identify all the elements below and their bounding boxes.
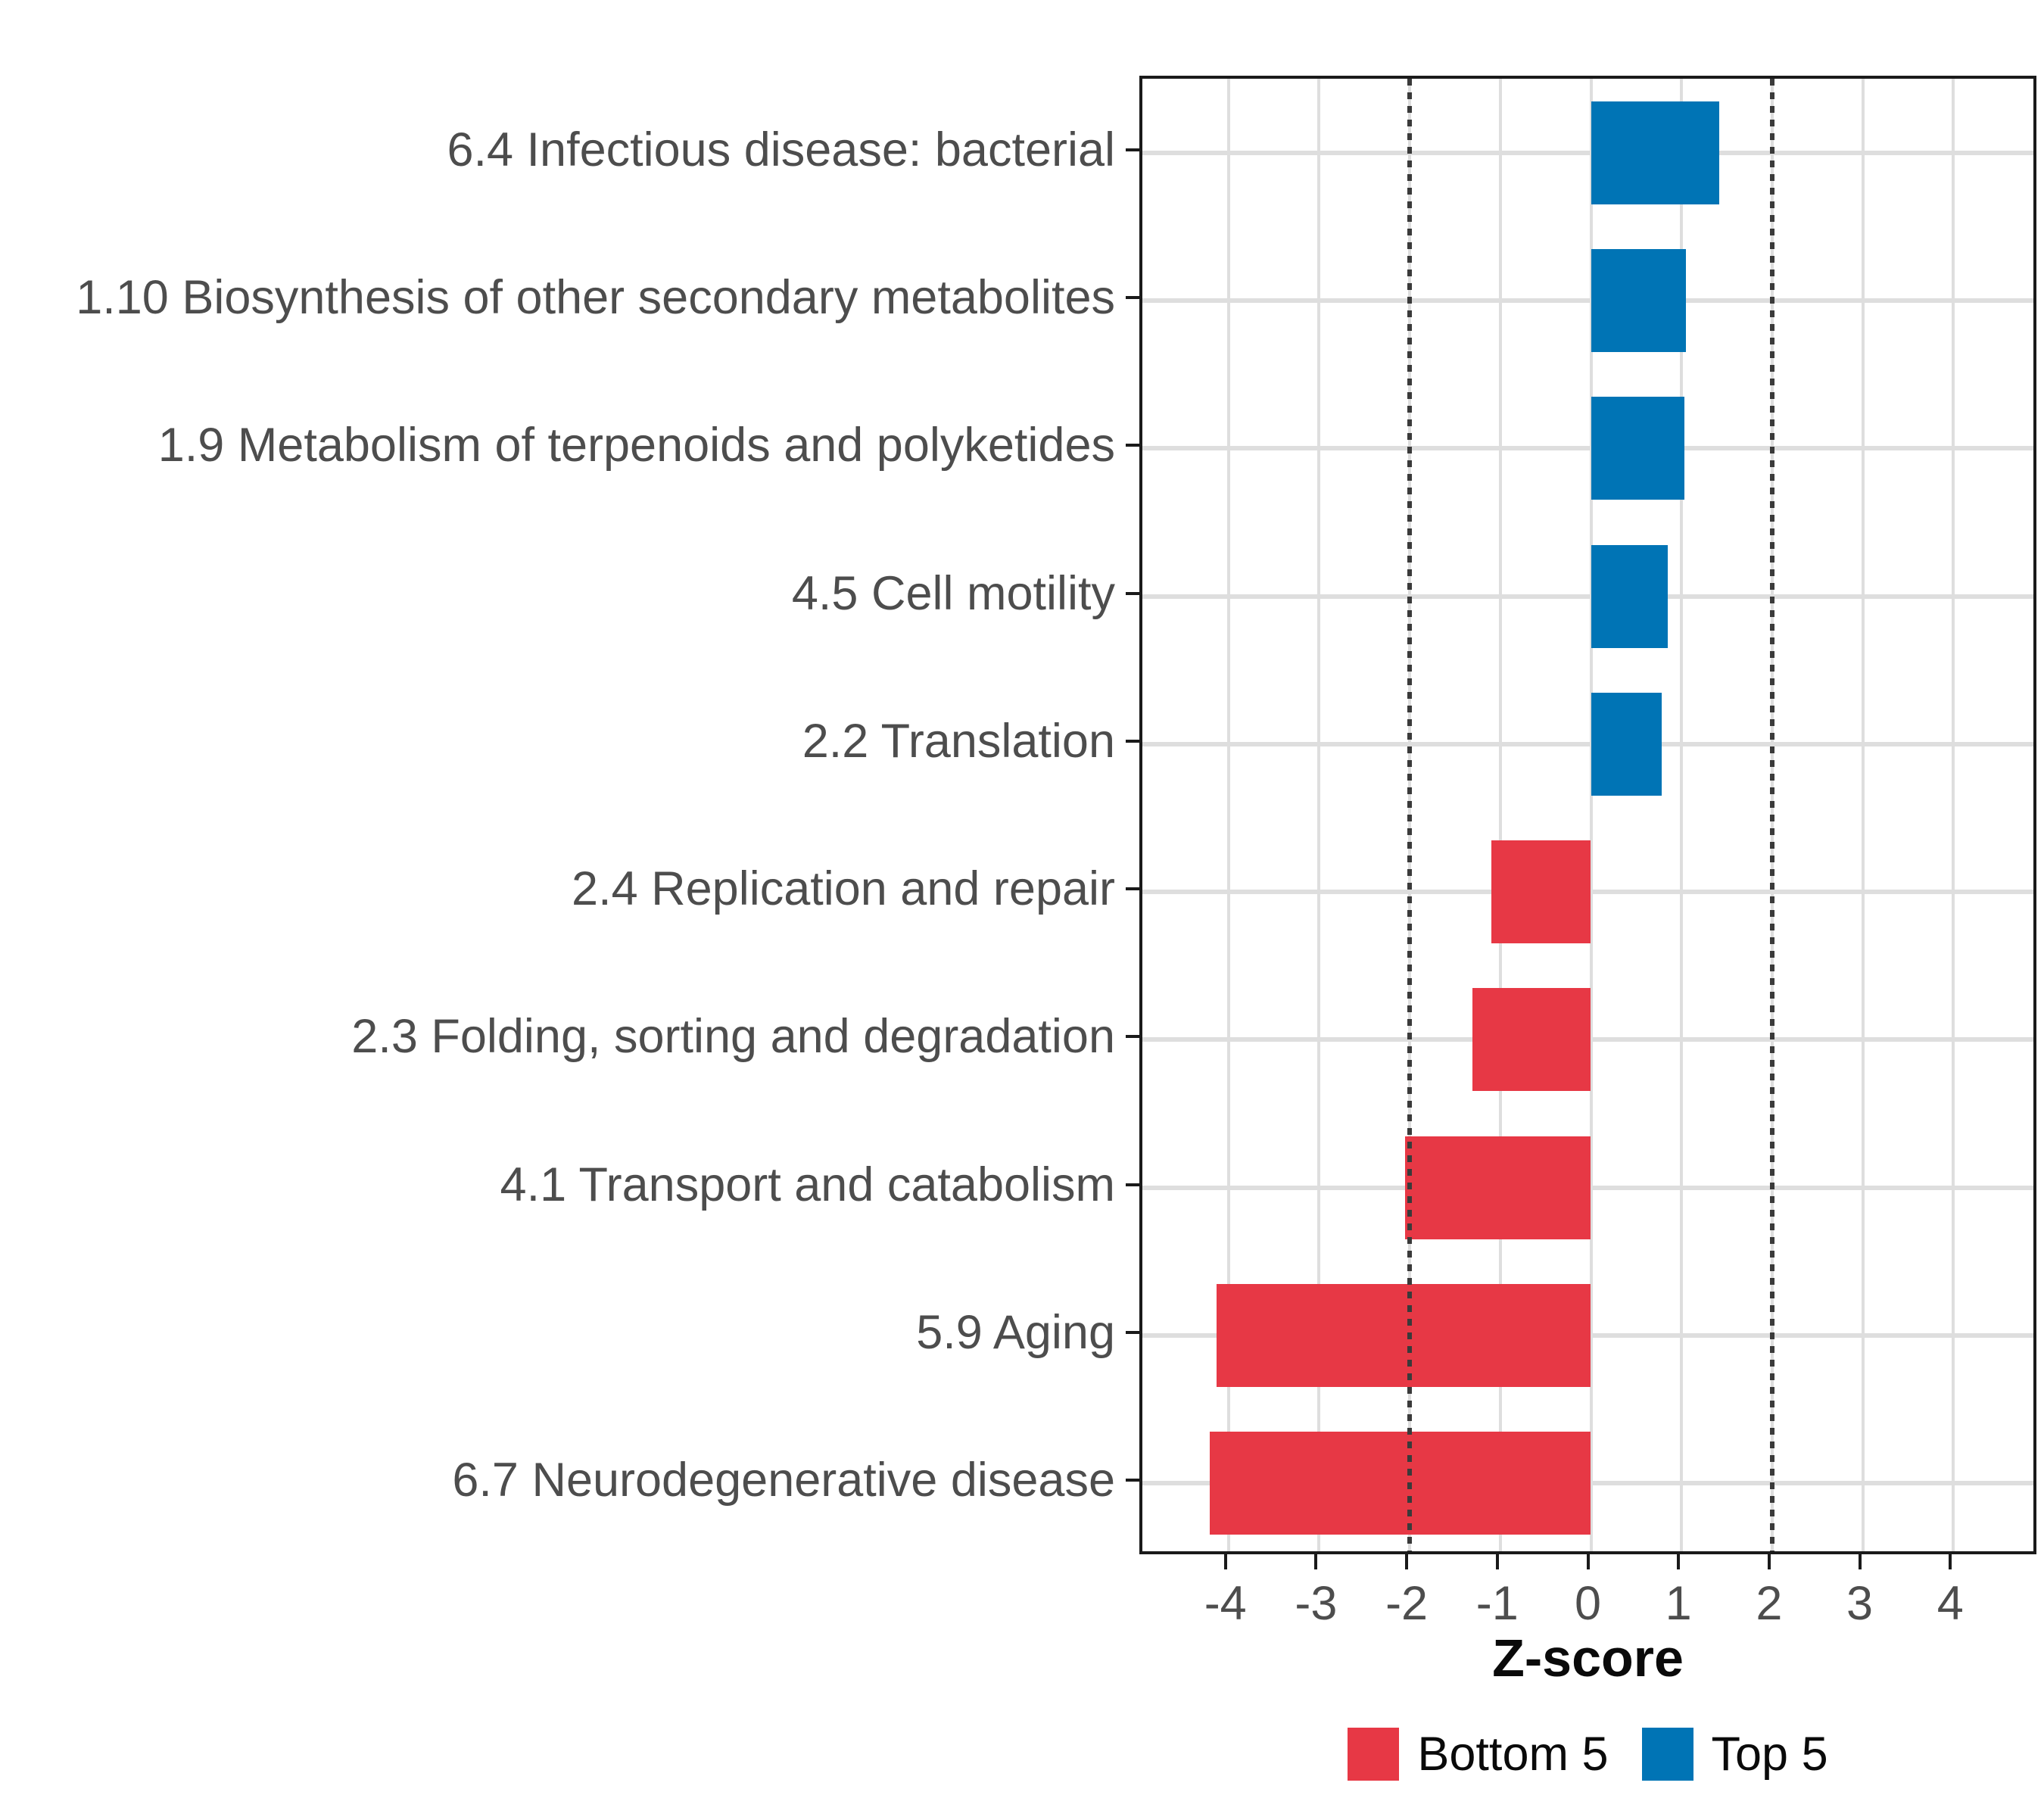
y-axis-tick (1126, 148, 1139, 151)
bar (1217, 1284, 1591, 1388)
legend: Bottom 5 Top 5 (1139, 1720, 2036, 1788)
bar (1591, 101, 1720, 204)
bar (1209, 1432, 1591, 1535)
bar (1591, 248, 1687, 352)
y-axis-tick (1126, 1183, 1139, 1186)
x-gridline (1317, 79, 1321, 1551)
y-axis-tick (1126, 295, 1139, 299)
bar (1591, 692, 1662, 796)
y-axis-label: 5.9 Aging (916, 1306, 1115, 1360)
y-gridline (1142, 594, 2033, 599)
x-axis-tick (1314, 1554, 1318, 1569)
legend-label: Bottom 5 (1417, 1728, 1609, 1781)
x-axis-tick (1586, 1554, 1590, 1569)
y-axis-tick (1126, 444, 1139, 447)
x-axis-title: Z-score (1492, 1628, 1684, 1688)
x-tick-label: 2 (1756, 1577, 1783, 1630)
x-tick-label: 4 (1937, 1577, 1964, 1630)
y-axis-label: 6.4 Infectious disease: bacterial (447, 123, 1115, 176)
x-gridline (1498, 79, 1502, 1551)
x-tick-label: 3 (1846, 1577, 1874, 1630)
x-tick-label: 0 (1574, 1577, 1602, 1630)
y-axis-tick (1126, 1479, 1139, 1482)
bar (1591, 397, 1684, 500)
reference-line (1407, 79, 1413, 1551)
y-axis-tick (1126, 887, 1139, 891)
x-axis-tick (1858, 1554, 1862, 1569)
legend-label: Top 5 (1711, 1728, 1828, 1781)
x-axis-tick (1677, 1554, 1681, 1569)
y-axis-label: 4.1 Transport and catabolism (500, 1158, 1115, 1211)
x-gridline (1226, 79, 1230, 1551)
y-gridline (1142, 446, 2033, 451)
y-axis-tick (1126, 591, 1139, 595)
y-axis-tick (1126, 1331, 1139, 1335)
chart-panel (1139, 76, 2036, 1554)
bar (1591, 544, 1669, 648)
x-axis-tick (1405, 1554, 1409, 1569)
x-axis-tick (1223, 1554, 1227, 1569)
bar (1491, 840, 1591, 944)
y-axis-label: 2.3 Folding, sorting and degradation (351, 1010, 1115, 1064)
bar (1405, 1136, 1591, 1239)
x-axis-tick (1949, 1554, 1952, 1569)
x-tick-label: -3 (1295, 1577, 1338, 1630)
x-axis-tick (1495, 1554, 1499, 1569)
y-gridline (1142, 150, 2033, 155)
y-gridline (1142, 298, 2033, 303)
legend-key-top-5 (1641, 1728, 1693, 1781)
legend-key-bottom-5 (1348, 1728, 1400, 1781)
bar (1472, 988, 1591, 1092)
y-axis-label: 2.4 Replication and repair (572, 862, 1115, 916)
x-tick-label: 1 (1665, 1577, 1692, 1630)
x-gridline (1589, 79, 1593, 1551)
y-axis-tick (1126, 1035, 1139, 1039)
y-axis-label: 4.5 Cell motility (791, 566, 1115, 620)
x-gridline (1952, 79, 1955, 1551)
y-axis-label: 1.10 Biosynthesis of other secondary met… (76, 270, 1115, 324)
x-tick-label: -4 (1204, 1577, 1247, 1630)
y-gridline (1142, 741, 2033, 746)
y-axis-label: 6.7 Neurodegenerative disease (452, 1454, 1115, 1507)
x-gridline (1861, 79, 1865, 1551)
y-axis-tick (1126, 739, 1139, 743)
x-tick-label: -1 (1475, 1577, 1519, 1630)
x-tick-label: -2 (1385, 1577, 1429, 1630)
y-axis-label: 2.2 Translation (802, 714, 1115, 768)
x-axis-tick (1767, 1554, 1771, 1569)
y-axis-label: 1.9 Metabolism of terpenoids and polyket… (157, 419, 1115, 472)
x-gridline (1680, 79, 1684, 1551)
reference-line (1769, 79, 1774, 1551)
